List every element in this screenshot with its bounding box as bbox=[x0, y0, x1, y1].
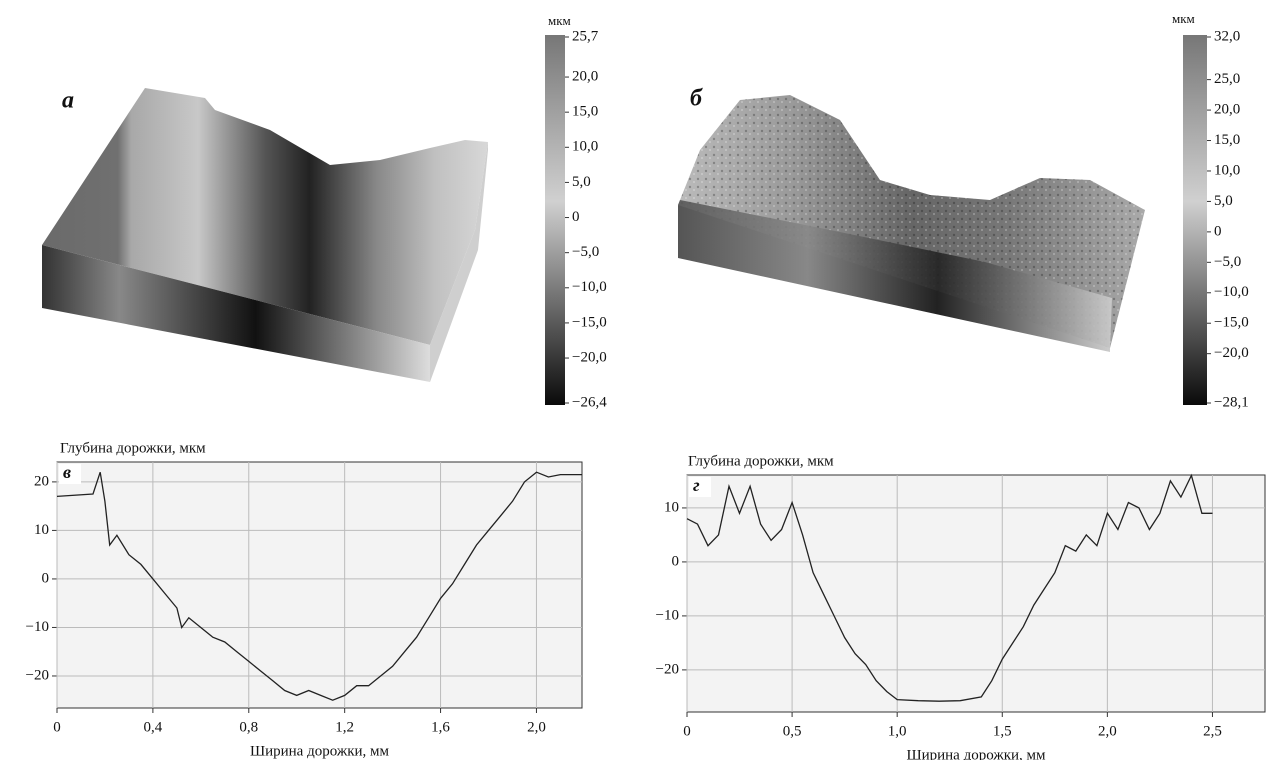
x-tick-label: 0 bbox=[683, 723, 691, 739]
panel-label-box bbox=[689, 477, 711, 497]
colorbar-tick-label: 0 bbox=[572, 209, 580, 225]
data-line bbox=[686, 473, 1213, 702]
x-tick-label: 2,0 bbox=[527, 719, 546, 735]
colorbar-tick-label: −28,1 bbox=[1214, 394, 1249, 410]
data-line bbox=[56, 471, 582, 701]
colorbar-tick-label: 10,0 bbox=[1214, 162, 1240, 178]
x-tick-label: 0,8 bbox=[239, 719, 258, 735]
colorbar-tick-label: −10,0 bbox=[572, 279, 607, 295]
y-tick-label: 0 bbox=[42, 570, 50, 586]
colorbar-a bbox=[545, 35, 565, 405]
colorbar-tick-label: −10,0 bbox=[1214, 284, 1249, 300]
x-tick-label: 0 bbox=[53, 719, 61, 735]
colorbar-tick-label: −26,4 bbox=[572, 394, 607, 410]
panel-label: в bbox=[63, 462, 71, 482]
surface-b bbox=[678, 95, 1145, 352]
x-tick-label: 2,5 bbox=[1203, 723, 1222, 739]
surface-a bbox=[42, 88, 488, 382]
y-axis-title: Глубина дорожки, мкм bbox=[688, 453, 834, 469]
y-tick-label: −10 bbox=[656, 607, 679, 623]
x-tick-label: 2,0 bbox=[1098, 723, 1117, 739]
colorbar-unit: мкм bbox=[548, 13, 571, 28]
colorbar-b bbox=[1183, 35, 1207, 405]
colorbar-tick-label: 10,0 bbox=[572, 139, 598, 155]
colorbar-tick-label: 25,7 bbox=[572, 28, 599, 44]
colorbar-tick-label: 15,0 bbox=[572, 104, 598, 120]
y-tick-label: −10 bbox=[26, 619, 49, 635]
x-tick-label: 1,2 bbox=[335, 719, 354, 735]
x-tick-label: 0,4 bbox=[144, 719, 163, 735]
colorbar-tick-label: 15,0 bbox=[1214, 132, 1240, 148]
colorbar-tick-label: 20,0 bbox=[1214, 102, 1240, 118]
colorbar-tick-label: 0 bbox=[1214, 223, 1222, 239]
x-axis-title: Ширина дорожки, мм bbox=[906, 747, 1046, 760]
x-tick-label: 0,5 bbox=[783, 723, 802, 739]
plot-area bbox=[56, 461, 583, 709]
colorbar-tick-label: 25,0 bbox=[1214, 71, 1240, 87]
colorbar-tick-label: −15,0 bbox=[572, 314, 607, 330]
colorbar-tick-label: −5,0 bbox=[1214, 254, 1241, 270]
x-tick-label: 1,6 bbox=[431, 719, 450, 735]
colorbar-tick-label: 5,0 bbox=[1214, 193, 1233, 209]
y-tick-label: 20 bbox=[34, 473, 49, 489]
y-tick-label: −20 bbox=[656, 661, 679, 677]
colorbar-tick-label: 20,0 bbox=[572, 68, 598, 84]
plot-area bbox=[686, 474, 1266, 713]
x-tick-label: 1,0 bbox=[888, 723, 907, 739]
x-tick-label: 1,5 bbox=[993, 723, 1012, 739]
y-tick-label: 0 bbox=[672, 553, 680, 569]
colorbar-tick-label: −15,0 bbox=[1214, 315, 1249, 331]
y-axis-title: Глубина дорожки, мкм bbox=[60, 440, 206, 456]
x-axis-title: Ширина дорожки, мм bbox=[250, 743, 390, 759]
panel-label: г bbox=[693, 475, 700, 495]
colorbar-unit: мкм bbox=[1172, 11, 1195, 26]
panel-label: б bbox=[690, 86, 703, 112]
y-tick-label: −20 bbox=[26, 667, 49, 683]
colorbar-tick-label: 32,0 bbox=[1214, 28, 1240, 44]
colorbar-tick-label: −20,0 bbox=[1214, 345, 1249, 361]
y-tick-label: 10 bbox=[34, 522, 49, 538]
panel-label-box bbox=[59, 464, 81, 484]
panel-label: а bbox=[62, 88, 74, 114]
colorbar-tick-label: 5,0 bbox=[572, 174, 591, 190]
colorbar-tick-label: −20,0 bbox=[572, 349, 607, 365]
y-tick-label: 10 bbox=[664, 499, 679, 515]
colorbar-tick-label: −5,0 bbox=[572, 244, 599, 260]
